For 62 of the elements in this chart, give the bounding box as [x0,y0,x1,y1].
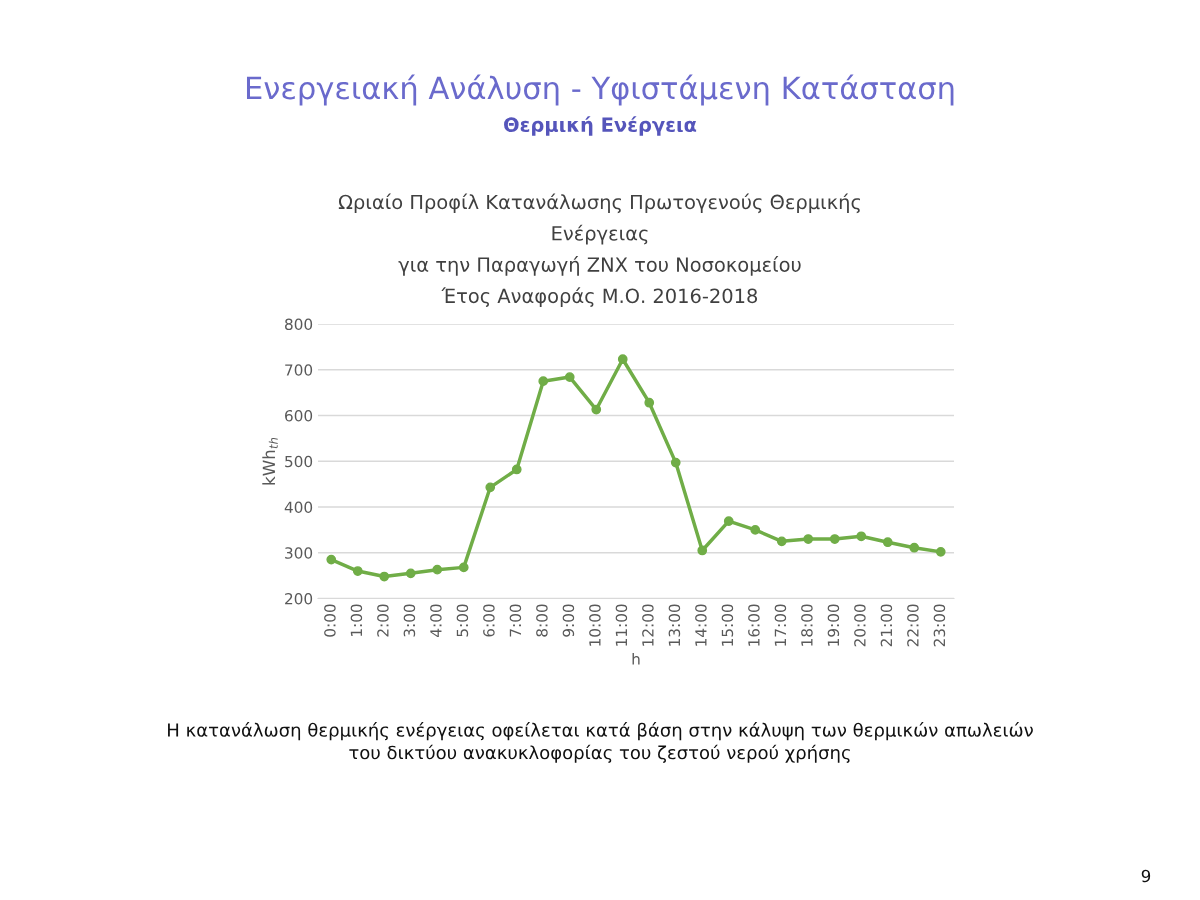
x-tick-label: 13:00 [668,604,681,646]
y-axis-title: kWh$_{th}$ [262,437,278,485]
x-tick-label: 4:00 [430,604,442,637]
x-tick-label: 17:00 [774,604,787,646]
point [644,397,655,408]
point [909,542,920,553]
chart-title: Ωριαίο Προφίλ Κατανάλωσης Πρωτογενούς Θερμικής Ενέργειας για την Παραγωγή ΖΝΧ του Νοσοκομείου Έτος Αναφοράς Μ.Ο. 2016-2018 [338,193,860,307]
point [591,404,602,415]
point [405,568,416,579]
x-tick-label: 2:00 [377,604,389,637]
x-tick-label: 12:00 [642,604,654,646]
point [432,564,443,575]
x-tick-label: 9:00 [562,604,575,637]
point [538,376,549,387]
text: Η κατανάλωση θερμικής ενέργειας οφείλεται κατά βάση στην κάλυψη των θερμικών απωλειών του δικτύου ανακυκλοφορίας του ζεστού νερού χρήσης [168,722,1033,763]
x-tick-label: 20:00 [854,604,866,647]
point [458,562,469,573]
x-tick-label: 23:00 [933,604,946,647]
x-tick-label: 1:00 [350,604,363,636]
point [829,534,840,544]
point [723,516,734,527]
y-tick-label: 400 [284,501,313,514]
x-tick-label: 8:00 [536,604,548,637]
x-tick-label: 16:00 [748,604,760,646]
point [564,372,575,382]
x-tick-label: 6:00 [483,604,495,637]
point [326,554,337,565]
y-tick-label: 800 [285,318,313,331]
x-tick-label: 11:00 [615,604,628,646]
x-tick-label: 3:00 [403,604,416,637]
point [750,525,761,535]
point [511,464,522,475]
x-tick-label: 15:00 [721,604,734,646]
point [485,482,496,493]
x-tick-label: 18:00 [801,604,813,646]
x-tick-label: 14:00 [695,604,707,646]
y-tick-label: 300 [285,547,313,559]
point [352,566,363,576]
x-tick-label: 19:00 [827,604,840,646]
x-tick-label: 7:00 [509,604,522,637]
x-axis-title: h [632,652,640,665]
text: Ενεργειακή Ανάλυση - Υφιστάμενη Κατάσταση [246,74,954,106]
point [882,537,893,548]
point [670,457,681,468]
y-tick-label: 500 [285,455,313,468]
point [856,531,867,542]
x-tick-label: 21:00 [880,604,893,647]
y-tick-label: 200 [285,592,313,605]
x-tick-label: 22:00 [907,604,919,647]
x-tick-label: 5:00 [456,604,469,637]
point [617,354,628,365]
point [379,571,390,582]
text: 9 [1141,869,1151,883]
y-tick-label: 700 [285,364,313,376]
x-tick-label: 0:00 [324,604,336,637]
point [935,546,946,557]
y-tick-label: 600 [285,409,313,422]
point [776,536,787,547]
point [697,545,708,556]
point [803,534,814,544]
x-tick-label: 10:00 [589,604,601,646]
text: Θερμική Ενέργεια [504,116,697,136]
